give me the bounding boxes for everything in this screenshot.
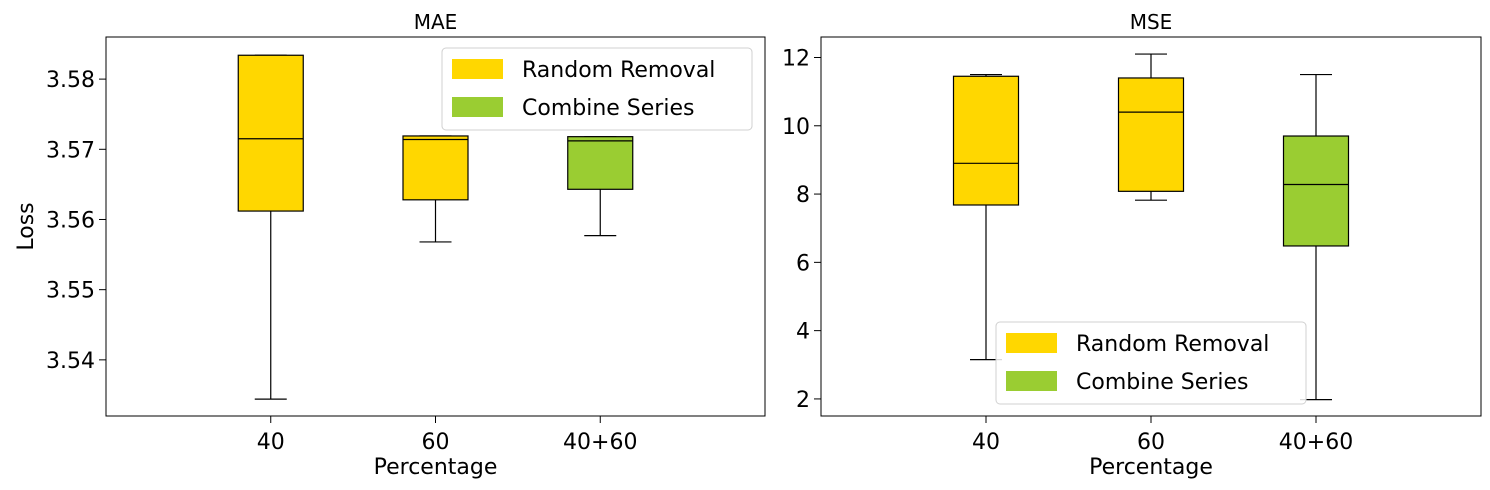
box-body	[1282, 135, 1350, 247]
legend: Random Removal Combine Series	[441, 47, 753, 131]
y-axis-label: Loss	[14, 202, 39, 250]
chart-title: MAE	[414, 10, 458, 34]
chart-title: MSE	[1130, 10, 1173, 34]
chart-panel-mse: MSE 2 4 6 8 10 12 40 60 40+60 Percentage Random Rem…	[782, 10, 1482, 480]
legend-label: Random Removal	[1076, 332, 1269, 357]
box-40	[952, 73, 1020, 361]
y-tick-label: 10	[782, 115, 810, 140]
legend-label: Combine Series	[522, 96, 694, 121]
legend-swatch-random-removal	[1006, 333, 1057, 353]
x-tick-label: 60	[1137, 430, 1165, 455]
x-tick-label: 40+60	[1279, 430, 1353, 455]
box-body	[237, 54, 304, 212]
axes-frame	[105, 36, 766, 417]
legend-swatch-random-removal	[452, 59, 503, 79]
box-40-plus-60	[1282, 73, 1350, 401]
x-tick-label: 40	[257, 430, 285, 455]
box-body	[1117, 77, 1185, 192]
y-tick-label: 3.58	[46, 68, 95, 93]
x-tick-label: 40	[972, 430, 1000, 455]
legend-frame	[441, 47, 753, 131]
y-tick-label: 3.55	[46, 279, 95, 304]
y-tick-label: 3.57	[46, 138, 95, 163]
box-60	[402, 135, 469, 243]
box-body	[402, 135, 469, 201]
box-60	[1117, 53, 1185, 201]
y-tick-label: 6	[796, 251, 810, 276]
y-tick-label: 3.56	[46, 208, 95, 233]
axes-frame	[820, 36, 1482, 417]
chart-panel-mae: MAE 3.54 3.55 3.56 3.57 3.58 40 60 40+60 Percenta…	[14, 10, 766, 480]
y-tick-label: 2	[796, 388, 810, 413]
x-tick-label: 60	[422, 430, 450, 455]
y-tick-label: 8	[796, 183, 810, 208]
legend-swatch-combine-series	[1006, 371, 1057, 391]
box-body	[567, 136, 634, 190]
legend: Random Removal Combine Series	[995, 321, 1307, 405]
x-tick-label: 40+60	[563, 430, 637, 455]
box-body	[952, 75, 1020, 206]
x-axis-label: Percentage	[1089, 455, 1213, 480]
y-tick-label: 12	[782, 46, 810, 71]
x-axis-label: Percentage	[374, 455, 498, 480]
box-40-plus-60	[567, 136, 634, 237]
y-tick-label: 4	[796, 320, 810, 345]
legend-label: Random Removal	[522, 58, 715, 83]
legend-swatch-combine-series	[452, 97, 503, 117]
y-tick-label: 3.54	[46, 349, 95, 374]
box-40	[237, 54, 304, 400]
legend-label: Combine Series	[1076, 370, 1248, 395]
legend-frame	[995, 321, 1307, 405]
